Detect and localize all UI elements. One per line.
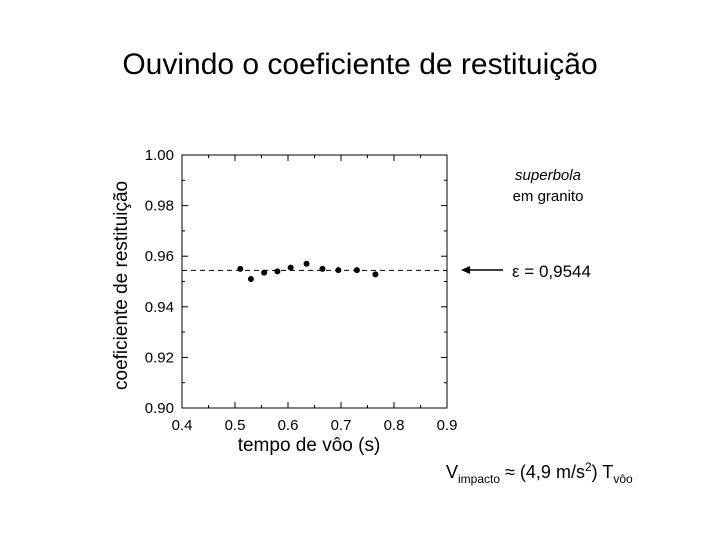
data-point — [274, 268, 281, 275]
y-axis-title: coeficiente de restituição — [111, 181, 132, 390]
formula-v: V — [446, 462, 459, 482]
data-point — [319, 265, 326, 272]
impact-velocity-formula: Vimpacto ≈ (4,9 m/s2) Tvôo — [446, 460, 633, 486]
data-point — [335, 267, 342, 274]
formula-close: ) T — [591, 462, 614, 482]
x-tick-label: 0.9 — [437, 417, 458, 434]
x-axis-title: tempo de vôo (s) — [238, 435, 381, 456]
y-tick-label: 0.90 — [145, 400, 174, 417]
data-point — [247, 275, 254, 282]
y-tick-label: 0.94 — [145, 299, 174, 316]
material-label-line2: em granito — [513, 188, 584, 205]
y-axis-ticks: 0.90 0.92 0.94 0.96 0.98 1.00 — [145, 147, 447, 417]
x-tick-label: 0.8 — [384, 417, 405, 434]
y-tick-label: 0.92 — [145, 349, 174, 366]
data-point — [303, 260, 310, 267]
data-point — [353, 267, 360, 274]
x-tick-label: 0.6 — [278, 417, 299, 434]
x-tick-label: 0.4 — [172, 417, 193, 434]
data-points — [237, 260, 379, 282]
data-point — [237, 265, 244, 272]
x-tick-label: 0.5 — [225, 417, 246, 434]
y-tick-label: 0.98 — [145, 198, 174, 215]
y-tick-label: 1.00 — [145, 147, 174, 164]
formula-t-subscript: vôo — [613, 472, 633, 486]
data-point — [372, 271, 379, 278]
x-tick-label: 0.7 — [331, 417, 352, 434]
formula-v-subscript: impacto — [458, 472, 501, 486]
material-label-line1: superbola — [515, 167, 581, 184]
slide-title: Ouvindo o coeficiente de restituição — [122, 48, 598, 81]
arrow-head — [461, 266, 470, 274]
data-point — [287, 264, 294, 271]
formula-exponent: 2 — [584, 460, 592, 474]
epsilon-label: ε = 0,9544 — [512, 262, 591, 281]
formula-approx: ≈ (4,9 m/s — [500, 462, 585, 482]
x-axis-ticks: 0.4 0.5 0.6 0.7 0.8 0.9 — [172, 155, 458, 434]
data-point — [261, 269, 268, 276]
plot-frame — [181, 154, 448, 409]
y-tick-label: 0.96 — [145, 248, 174, 265]
